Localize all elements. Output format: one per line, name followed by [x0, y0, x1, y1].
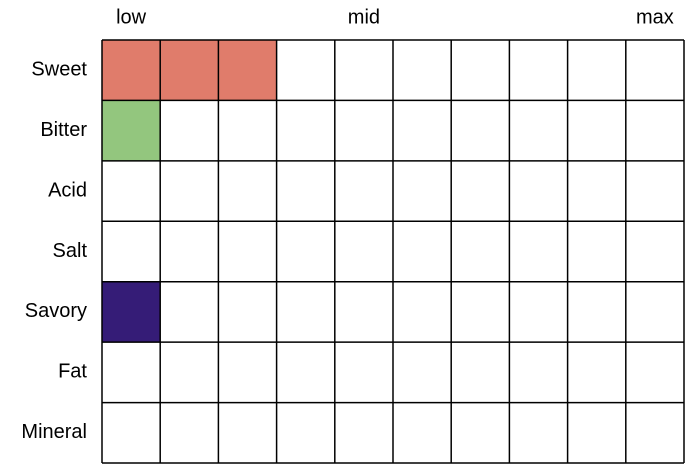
scale-label: max — [636, 6, 674, 28]
row-label: Salt — [53, 240, 88, 262]
row-label: Bitter — [40, 119, 87, 141]
filled-cells — [102, 100, 161, 161]
filled-cells — [102, 40, 277, 101]
row-label: Acid — [48, 179, 87, 201]
row-label: Savory — [25, 300, 87, 322]
scale-label: low — [116, 6, 147, 28]
row-label: Sweet — [31, 58, 87, 80]
filled-cells — [102, 281, 161, 343]
row-label: Mineral — [21, 421, 87, 443]
row-label: Fat — [58, 361, 87, 383]
scale-label: mid — [348, 6, 380, 28]
